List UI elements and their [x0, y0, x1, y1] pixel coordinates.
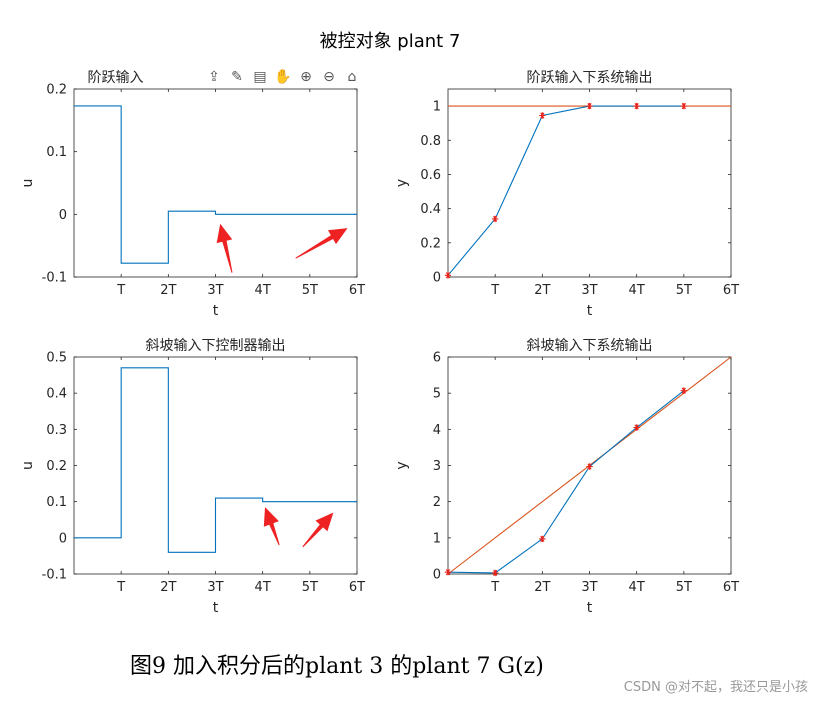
y-tick-label: 0	[59, 531, 67, 546]
y-tick-label: 0	[59, 208, 67, 223]
y-tick-label: 0.4	[46, 387, 67, 402]
y-tick-label: 1	[433, 100, 441, 115]
y-tick-label: 0	[433, 568, 441, 583]
y-tick-label: -0.1	[42, 271, 67, 286]
watermark: CSDN @对不起，我还只是小孩	[623, 680, 808, 695]
y-tick-label: 2	[433, 495, 441, 510]
x-tick-label: 3T	[581, 580, 597, 595]
x-tick-label: 2T	[534, 580, 550, 595]
x-tick-label: 6T	[723, 580, 739, 595]
x-tick-label: 2T	[160, 580, 176, 595]
y-tick-label: 0.6	[420, 168, 441, 183]
x-tick-label: 5T	[302, 283, 318, 298]
chart-step-input: T 2T 3T 4T 5T 6T -0.1 0 0.1 0.2 阶跃输入 t u	[20, 70, 365, 319]
data-marker	[539, 112, 546, 119]
x-tick-label: 6T	[349, 580, 365, 595]
axes-toolbar: ⇪ ✎ ▤ ✋ ⊕ ⊖ ⌂	[204, 67, 362, 87]
axes-box	[447, 88, 732, 278]
x-tick-label: 4T	[255, 580, 271, 595]
chart-title: 阶跃输入	[88, 70, 144, 86]
y-tick-label: -0.1	[42, 568, 67, 583]
chart-ramp-controller: T 2T 3T 4T 5T 6T -0.1 0 0.1 0.2 0.3 0.4 0.5 斜坡输入下控制器输…	[20, 338, 365, 616]
series-y	[447, 105, 684, 276]
home-icon[interactable]: ⌂	[347, 69, 357, 85]
x-tick-label: 2T	[160, 283, 176, 298]
y-tick-label: 0.2	[46, 83, 67, 98]
y-tick-label: 0.1	[46, 495, 67, 510]
x-axis-label: t	[213, 303, 219, 319]
y-tick-label: 0.4	[420, 202, 441, 217]
x-tick-label: 4T	[255, 283, 271, 298]
figure-title: 被控对象 plant 7	[320, 31, 461, 52]
y-tick-label: 0.8	[420, 134, 441, 149]
data-marker	[491, 569, 499, 577]
y-axis-label: y	[394, 461, 410, 469]
x-tick-label: 6T	[349, 283, 365, 298]
x-tick-label: 5T	[676, 283, 692, 298]
x-axis-label: t	[587, 600, 593, 616]
y-axis-label: u	[20, 179, 36, 188]
y-tick-label: 0.2	[46, 459, 67, 474]
x-tick-label: 6T	[723, 283, 739, 298]
x-tick-label: 4T	[629, 580, 645, 595]
y-tick-label: 0	[433, 271, 441, 286]
chart-title: 斜坡输入下控制器输出	[146, 338, 286, 354]
data-marker	[444, 568, 452, 576]
y-axis-label: y	[394, 179, 410, 187]
y-tick-label: 0.1	[46, 145, 67, 160]
y-tick-label: 0.5	[46, 351, 67, 366]
x-tick-label: 3T	[207, 283, 223, 298]
data-marker	[539, 535, 546, 543]
y-tick-label: 1	[433, 531, 441, 546]
x-axis-label: t	[587, 303, 593, 319]
x-tick-label: 4T	[629, 283, 645, 298]
y-tick-label: 5	[433, 387, 441, 402]
x-tick-label: T	[490, 283, 499, 298]
datatip-icon[interactable]: ▤	[253, 69, 267, 85]
pan-icon[interactable]: ✋	[274, 69, 292, 85]
data-marker	[444, 272, 452, 279]
y-tick-label: 6	[433, 351, 441, 366]
x-axis-label: t	[213, 600, 219, 616]
x-tick-label: T	[116, 580, 125, 595]
annotation-arrow	[302, 512, 334, 548]
y-tick-label: 3	[433, 459, 441, 474]
data-marker	[680, 387, 688, 394]
x-tick-label: T	[490, 580, 499, 595]
chart-step-output: T 2T 3T 4T 5T 6T 0 0.2 0.4 0.6 0.8 1 阶跃输入下系统输出 t y	[394, 70, 739, 319]
series-u	[74, 367, 357, 553]
series-u	[74, 105, 357, 264]
data-marker	[586, 102, 593, 110]
data-marker	[633, 102, 640, 110]
data-marker	[491, 215, 499, 223]
zoom-out-icon[interactable]: ⊖	[323, 69, 335, 85]
y-tick-label: 4	[433, 423, 441, 438]
data-marker	[680, 102, 688, 110]
x-tick-label: 5T	[676, 580, 692, 595]
y-axis-label: u	[20, 461, 36, 470]
y-tick-label: 0.3	[46, 423, 67, 438]
y-tick-label: 0.2	[420, 236, 441, 251]
annotation-arrow	[216, 223, 233, 273]
series-y	[447, 390, 685, 574]
x-tick-label: 2T	[534, 283, 550, 298]
chart-title: 阶跃输入下系统输出	[527, 70, 653, 86]
data-marker	[586, 463, 593, 470]
x-tick-label: 5T	[302, 580, 318, 595]
data-marker	[633, 424, 640, 431]
brush-icon[interactable]: ✎	[231, 69, 243, 85]
x-tick-label: 3T	[581, 283, 597, 298]
chart-ramp-output: T 2T 3T 4T 5T 6T 0 1 2 3 4 5 6 斜坡输入下系统输出 t y	[394, 338, 739, 616]
export-icon[interactable]: ⇪	[208, 69, 220, 85]
zoom-in-icon[interactable]: ⊕	[300, 69, 312, 85]
figure-caption: 图9 加入积分后的plant 3 的plant 7 G(z)	[130, 654, 544, 679]
annotation-arrow	[295, 228, 348, 259]
annotation-arrow	[263, 507, 280, 546]
x-tick-label: 3T	[207, 580, 223, 595]
chart-title: 斜坡输入下系统输出	[527, 338, 653, 354]
x-tick-label: T	[116, 283, 125, 298]
